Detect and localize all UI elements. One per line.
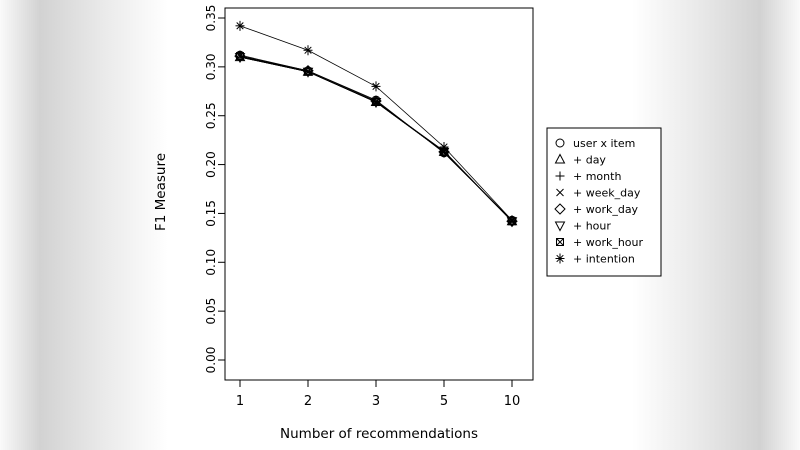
y-tick-label: 0.10 xyxy=(204,249,218,276)
marker-triangle-down-icon xyxy=(554,221,566,232)
plot-box xyxy=(224,7,534,381)
x-tick-label: 2 xyxy=(304,394,312,409)
x-tick-label: 3 xyxy=(372,394,380,409)
legend: user x item + day + month + week_day + work_… xyxy=(546,127,662,277)
legend-label: + work_day xyxy=(573,203,639,216)
legend-entry: + week_day xyxy=(556,186,641,199)
legend-entry: user x item xyxy=(555,137,635,150)
marker-square-x-icon xyxy=(372,98,380,107)
x-tick-label: 1 xyxy=(236,394,244,409)
marker-asterisk-icon xyxy=(371,81,381,92)
y-axis: 0.00 0.05 0.10 0.15 0.20 0.25 0.30 0.35 xyxy=(204,5,225,374)
y-tick-label: 0.05 xyxy=(204,298,218,325)
y-tick-label: 0.30 xyxy=(204,53,218,80)
y-tick-label: 0.15 xyxy=(204,200,218,227)
marker-circle-icon xyxy=(555,138,565,148)
series-intention xyxy=(235,20,517,226)
marker-square-x-icon xyxy=(304,67,312,76)
y-tick-label: 0.00 xyxy=(204,347,218,374)
legend-entry: + work_hour xyxy=(556,236,644,249)
marker-x-icon xyxy=(556,188,564,197)
legend-label: + week_day xyxy=(573,186,641,199)
y-tick-label: 0.35 xyxy=(204,5,218,32)
legend-entry: + intention xyxy=(555,252,635,265)
marker-asterisk-icon xyxy=(439,141,449,152)
legend-label: + month xyxy=(573,170,621,183)
y-tick-label: 0.25 xyxy=(204,102,218,129)
marker-asterisk-icon xyxy=(507,215,517,226)
legend-label: user x item xyxy=(573,137,635,150)
legend-entry: + month xyxy=(555,170,621,183)
marker-triangle-up-icon xyxy=(554,153,566,164)
marker-asterisk-icon xyxy=(303,45,313,56)
x-axis-label: Number of recommendations xyxy=(280,426,478,442)
marker-square-x-icon xyxy=(556,238,564,246)
x-tick-label: 10 xyxy=(504,394,521,409)
marker-square-x-icon xyxy=(236,52,244,61)
legend-entry: + hour xyxy=(554,219,611,232)
legend-entry: + day xyxy=(554,153,606,166)
legend-box xyxy=(546,127,662,277)
legend-label: + intention xyxy=(573,252,635,265)
legend-entry: + work_day xyxy=(554,203,639,216)
y-axis-label: F1 Measure xyxy=(153,152,169,232)
legend-label: + hour xyxy=(573,219,611,232)
legend-label: + day xyxy=(573,153,606,166)
marker-asterisk-icon xyxy=(235,20,245,31)
marker-diamond-icon xyxy=(554,203,566,215)
x-axis: 1 2 3 5 10 xyxy=(236,380,520,409)
marker-plus-icon xyxy=(555,171,565,181)
x-tick-label: 5 xyxy=(440,394,448,409)
marker-asterisk-icon xyxy=(555,253,565,264)
y-tick-label: 0.20 xyxy=(204,151,218,178)
legend-label: + work_hour xyxy=(573,236,644,249)
